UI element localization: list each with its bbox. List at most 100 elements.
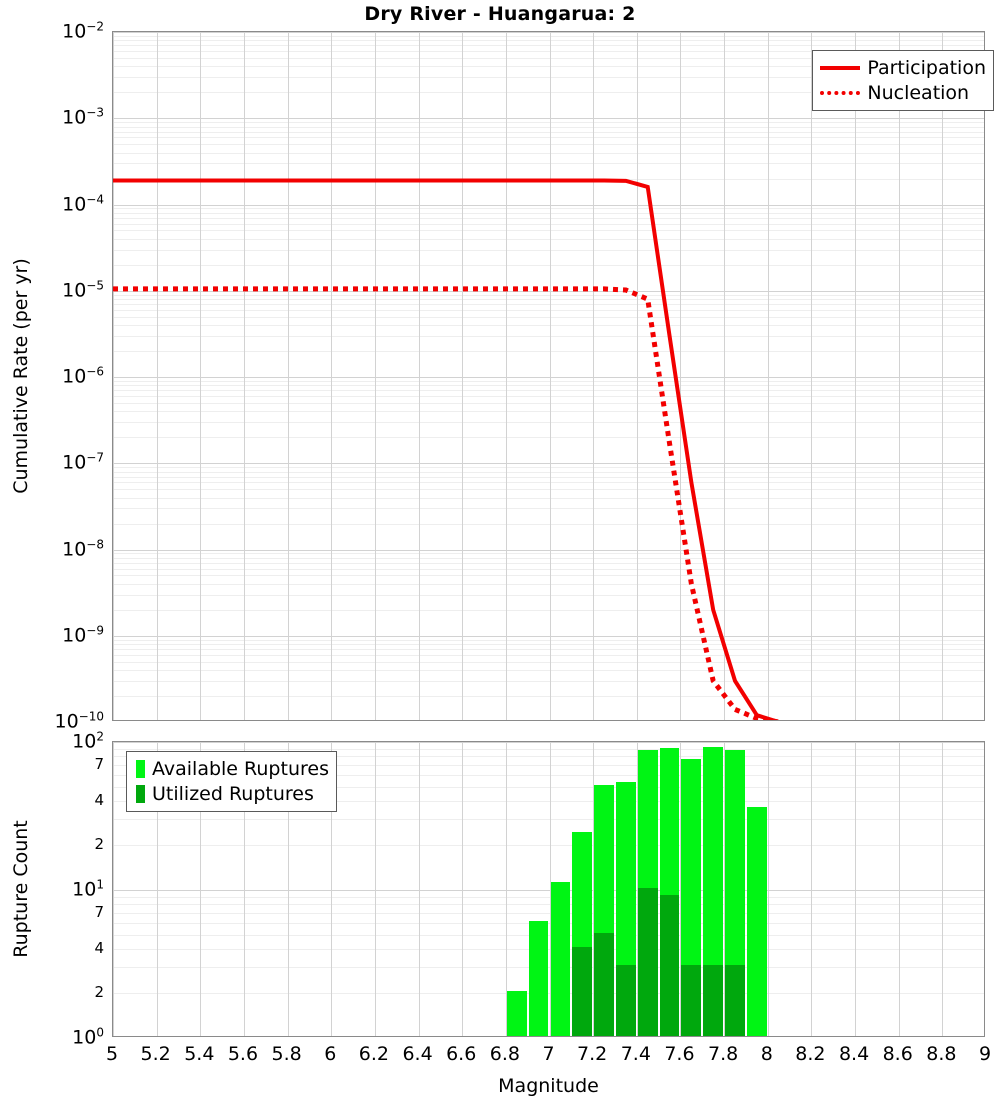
gridline: [113, 208, 984, 210]
bar-utilized: [659, 894, 680, 1036]
x-tick-label: 5.6: [227, 1043, 259, 1065]
x-axis-title: Magnitude: [498, 1075, 599, 1097]
gridline: [113, 77, 984, 79]
x-tick-label: 5.8: [271, 1043, 302, 1065]
gridline: [113, 463, 984, 465]
gridline: [680, 742, 682, 1036]
y-tick-label: 10−8: [62, 536, 104, 561]
bar-utilized: [725, 965, 745, 1036]
x-tick-label: 7.4: [620, 1043, 651, 1065]
gridline: [113, 238, 984, 240]
gridline: [636, 32, 638, 720]
gridline: [113, 476, 984, 478]
legend-label: Available Ruptures: [152, 757, 329, 780]
bar-utilized: [615, 965, 636, 1036]
y-tick-label: 10−10: [54, 709, 104, 733]
gridline: [113, 163, 984, 165]
bar-available: [528, 920, 549, 1036]
gridline: [287, 742, 289, 1036]
gridline: [113, 380, 984, 382]
gridline: [113, 264, 984, 266]
gridline: [113, 609, 984, 611]
gridline: [898, 32, 900, 720]
gridline: [113, 661, 984, 663]
gridline: [113, 290, 984, 292]
gridline: [113, 335, 984, 337]
curve-nucleation: [113, 286, 780, 720]
y-tick-label: 101: [72, 877, 104, 901]
gridline: [113, 122, 984, 124]
y-tick-label: 2: [94, 835, 104, 854]
y-tick-label: 10−4: [62, 191, 104, 216]
gridline: [113, 411, 984, 413]
gridline: [855, 32, 857, 720]
gridline: [113, 557, 984, 559]
gridline: [549, 32, 551, 720]
gridline: [113, 967, 984, 969]
gridline: [113, 217, 984, 219]
gridline: [113, 508, 984, 510]
gridline: [462, 32, 464, 720]
legend-item[interactable]: Participation: [820, 55, 986, 80]
x-tick-label: 8.8: [926, 1043, 957, 1065]
gridline: [156, 742, 158, 1036]
y-tick-label: 4: [94, 790, 104, 809]
color-swatch-icon: [136, 759, 145, 778]
gridline: [113, 390, 984, 392]
gridline: [113, 471, 984, 473]
gridline: [243, 32, 245, 720]
gridline: [113, 635, 984, 637]
gridline: [942, 742, 944, 1036]
gridline: [113, 497, 984, 499]
gridline: [113, 748, 984, 750]
gridline: [156, 32, 158, 720]
mfd-curves: [113, 178, 780, 720]
x-tick-label: 6.2: [358, 1043, 389, 1065]
gridline: [331, 742, 333, 1036]
legend-item[interactable]: Available Ruptures: [134, 756, 329, 781]
x-tick-label: 8.2: [795, 1043, 826, 1065]
gridline: [113, 993, 984, 995]
gridline: [113, 351, 984, 353]
gridline: [113, 51, 984, 53]
y-tick-label: 102: [72, 729, 104, 753]
gridline: [113, 654, 984, 656]
gridline: [418, 32, 420, 720]
gridline: [505, 742, 507, 1036]
legend-label: Utilized Ruptures: [152, 782, 314, 805]
gridline: [113, 639, 984, 641]
gridline: [113, 309, 984, 311]
gridline: [331, 32, 333, 720]
gridline: [636, 742, 638, 1036]
legend-item[interactable]: Nucleation: [820, 80, 986, 105]
gridline: [418, 742, 420, 1036]
y-tick-label: 10−7: [62, 450, 104, 474]
legend-label: Participation: [867, 56, 986, 79]
gridline: [113, 489, 984, 491]
gridline: [113, 304, 984, 306]
bar-utilized: [681, 965, 702, 1036]
y-tick-label: 7: [94, 754, 104, 773]
y-tick-label: 10−3: [62, 105, 104, 129]
y-tick-label: 10−2: [62, 19, 104, 43]
gridline: [113, 437, 984, 439]
gridline: [113, 377, 984, 378]
gridline: [113, 131, 984, 133]
gridline: [113, 922, 984, 924]
y-tick-label: 10−6: [62, 364, 104, 388]
gridline: [113, 230, 984, 232]
gridline: [811, 742, 813, 1036]
cumulative-rate-plot: [112, 31, 985, 721]
gridline: [113, 742, 114, 1036]
x-tick-label: 6: [324, 1043, 337, 1065]
gridline: [113, 774, 984, 776]
gridline: [113, 40, 984, 42]
bar-available: [550, 881, 571, 1036]
gridline: [811, 32, 813, 720]
x-tick-label: 6.4: [402, 1043, 433, 1065]
legend-item[interactable]: Utilized Ruptures: [134, 781, 329, 806]
gridline: [113, 32, 114, 720]
gridline: [113, 670, 984, 672]
bar-available: [725, 750, 745, 1036]
gridline: [724, 32, 726, 720]
